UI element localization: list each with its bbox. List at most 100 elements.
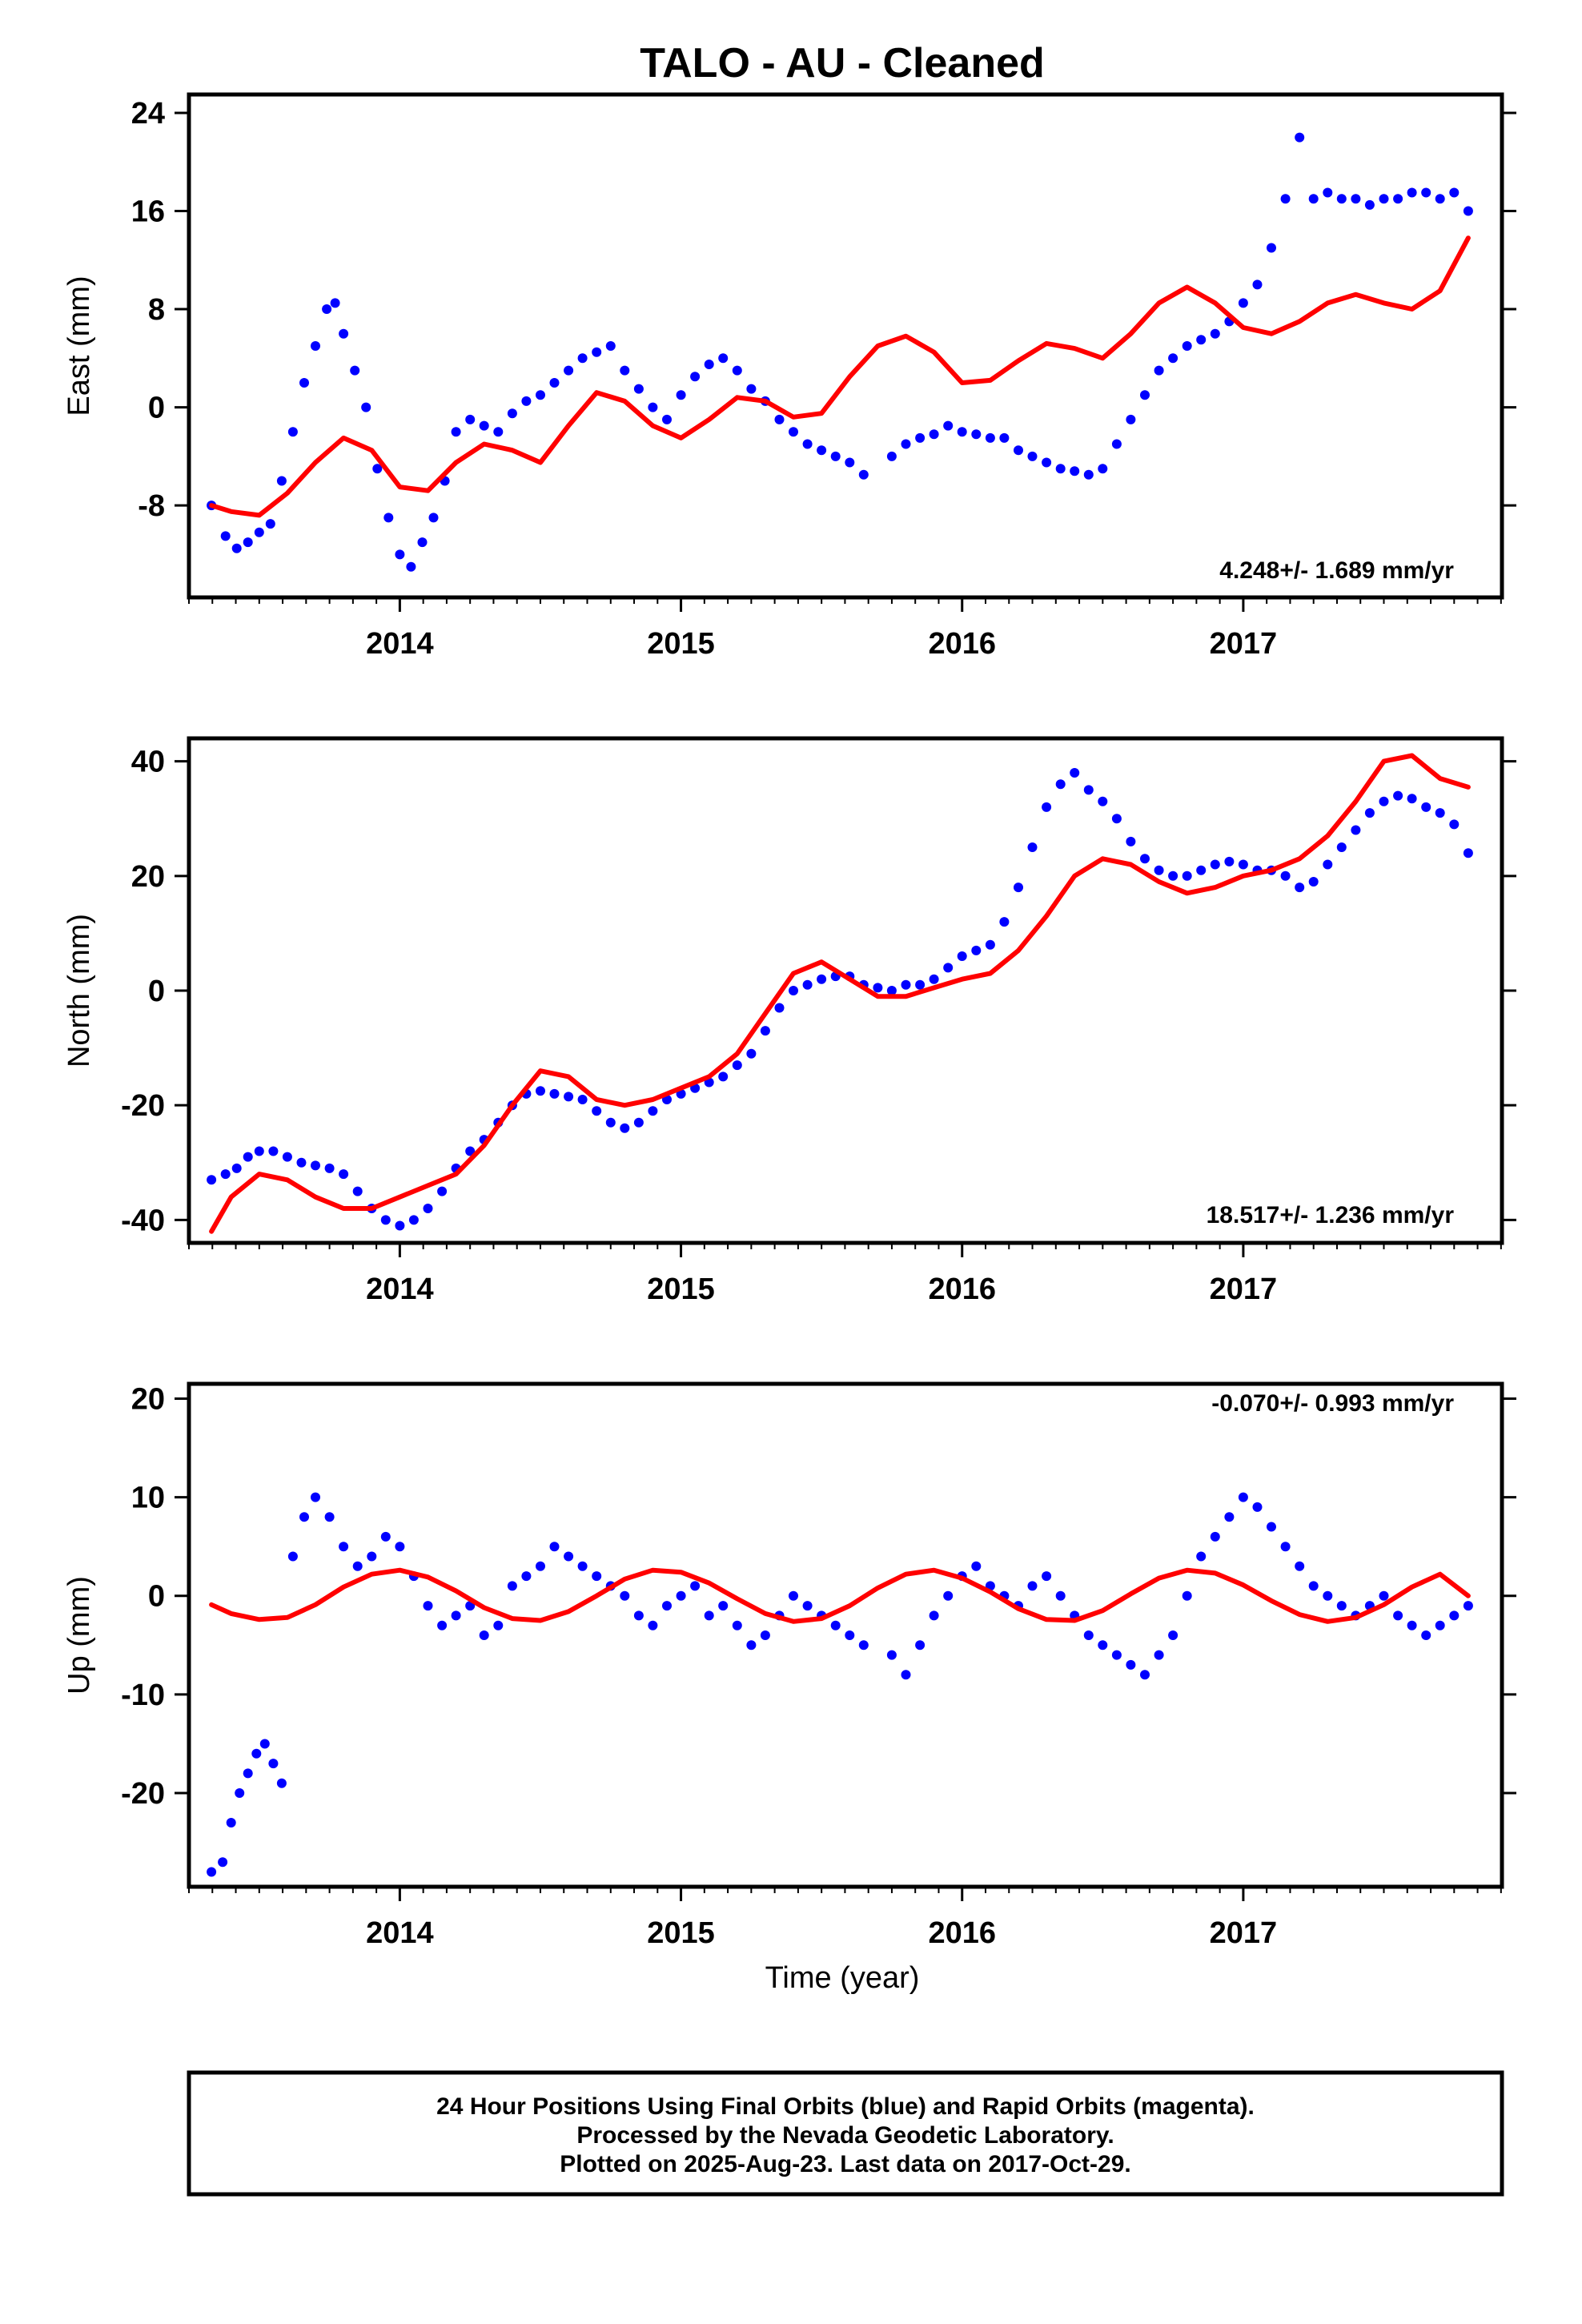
up-data-point xyxy=(287,1551,298,1562)
north-data-point xyxy=(943,963,954,973)
east-y-tick-label: 16 xyxy=(131,195,165,229)
up-data-point xyxy=(311,1492,320,1502)
up-data-point xyxy=(243,1768,253,1779)
up-data-point xyxy=(1224,1512,1235,1522)
north-data-point xyxy=(1027,842,1038,852)
north-data-point xyxy=(1098,796,1108,806)
up-plot-frame xyxy=(187,1381,1504,1889)
east-data-point xyxy=(858,469,869,480)
east-data-point xyxy=(1252,279,1263,290)
east-data-point xyxy=(676,390,686,400)
east-data-point xyxy=(1280,194,1291,204)
north-data-point xyxy=(873,983,883,993)
up-x-tick-label: 2014 xyxy=(366,1916,434,1950)
east-data-point xyxy=(372,464,383,474)
north-data-point xyxy=(789,986,798,995)
up-data-point xyxy=(802,1601,813,1611)
east-data-point xyxy=(1098,464,1108,474)
east-data-point xyxy=(633,384,644,394)
east-data-point xyxy=(406,561,416,572)
north-data-point xyxy=(732,1060,742,1071)
north-rate-label: 18.517+/- 1.236 mm/yr xyxy=(1207,1202,1455,1228)
north-data-point xyxy=(423,1204,433,1213)
north-data-point xyxy=(817,974,827,984)
up-data-point xyxy=(830,1620,841,1630)
up-data-point xyxy=(1042,1571,1052,1582)
up-data-point xyxy=(276,1778,287,1788)
up-data-point xyxy=(901,1670,911,1680)
up-data-point xyxy=(1083,1630,1094,1640)
north-data-point xyxy=(718,1072,729,1082)
north-data-point xyxy=(311,1160,320,1171)
up-data-point xyxy=(226,1818,236,1827)
north-data-point xyxy=(564,1092,574,1102)
up-y-tick-label: 10 xyxy=(131,1482,165,1515)
east-data-point xyxy=(1393,194,1403,204)
north-data-point xyxy=(220,1169,231,1180)
east-data-point xyxy=(915,432,926,443)
up-data-point xyxy=(1238,1492,1248,1502)
east-data-point xyxy=(704,360,714,369)
up-data-point xyxy=(352,1561,363,1571)
east-data-point xyxy=(1070,466,1080,476)
up-data-point xyxy=(1323,1590,1333,1601)
east-data-point xyxy=(620,365,630,376)
east-data-point xyxy=(287,427,298,437)
north-data-point xyxy=(1196,865,1207,875)
north-data-point xyxy=(774,1003,785,1013)
east-data-point xyxy=(746,384,757,394)
north-data-point xyxy=(1126,836,1136,846)
up-data-point xyxy=(858,1640,869,1651)
north-data-point xyxy=(1407,794,1417,804)
east-plot-frame xyxy=(187,92,1504,600)
north-data-point xyxy=(999,917,1010,927)
east-data-point xyxy=(662,414,672,424)
north-x-tick-label: 2014 xyxy=(366,1273,434,1306)
north-data-point xyxy=(985,939,995,950)
footer-box xyxy=(187,2070,1504,2197)
north-data-point xyxy=(1308,877,1319,887)
north-y-tick-label: 0 xyxy=(148,975,165,1008)
x-axis-label: Time (year) xyxy=(765,1961,920,1995)
north-data-point xyxy=(207,1175,217,1185)
east-data-point xyxy=(1014,445,1023,456)
north-data-point xyxy=(1042,802,1052,812)
up-data-point xyxy=(423,1601,433,1611)
north-data-point xyxy=(465,1146,476,1156)
north-data-point xyxy=(268,1146,279,1156)
east-data-point xyxy=(690,372,701,382)
north-panel: 2014 2015 2016 2017 -40 -20 0 20 40 North (mm) 18.… xyxy=(62,736,1516,1306)
east-panel: 2014 2015 2016 2017 -8 0 8 16 24 East (mm) 4.248+/… xyxy=(62,92,1516,661)
east-data-point xyxy=(1351,194,1361,204)
east-data-point xyxy=(521,396,532,406)
east-data-point xyxy=(276,476,287,486)
north-data-point xyxy=(1323,859,1333,870)
north-y-tick-label: -20 xyxy=(121,1089,165,1123)
up-data-point xyxy=(704,1610,714,1621)
up-data-point xyxy=(1111,1650,1122,1660)
east-data-point xyxy=(1407,187,1417,198)
up-data-point xyxy=(648,1620,658,1630)
east-data-point xyxy=(929,429,939,440)
east-data-point xyxy=(220,531,231,541)
east-data-point xyxy=(1267,243,1276,253)
east-x-tick-label: 2014 xyxy=(366,627,434,661)
up-data-point xyxy=(1126,1659,1136,1670)
north-data-point xyxy=(1168,870,1178,881)
up-data-point xyxy=(479,1630,489,1640)
up-y-tick-label: 0 xyxy=(148,1580,165,1614)
east-data-point xyxy=(830,451,841,461)
north-data-point xyxy=(1364,808,1375,818)
east-data-point xyxy=(1111,439,1122,449)
up-data-point xyxy=(1295,1561,1305,1571)
north-data-point xyxy=(380,1215,391,1225)
east-data-point xyxy=(971,429,982,440)
footer-line-3: Plotted on 2025-Aug-23. Last data on 201… xyxy=(560,2151,1131,2177)
north-data-point xyxy=(802,979,813,990)
north-y-tick-label: -40 xyxy=(121,1204,165,1237)
east-data-point xyxy=(985,432,995,443)
north-data-point xyxy=(296,1157,307,1168)
up-data-point xyxy=(380,1531,391,1542)
up-data-point xyxy=(1168,1630,1178,1640)
up-data-point xyxy=(1336,1601,1347,1611)
